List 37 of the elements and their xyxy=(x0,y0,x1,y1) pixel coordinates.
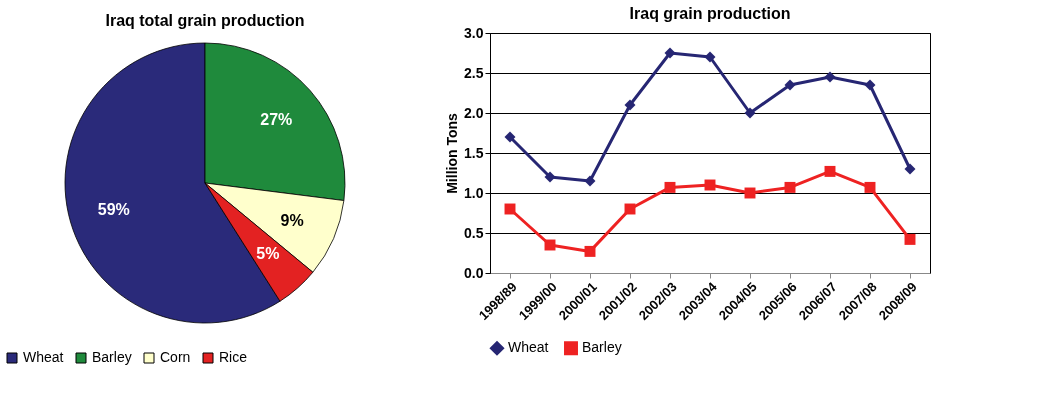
data-label: 5% xyxy=(256,245,280,263)
y-tick-label: 0.5 xyxy=(464,224,484,241)
point xyxy=(544,171,556,183)
y-tick-label: 0.0 xyxy=(464,264,484,281)
legend-label: Corn xyxy=(160,349,191,365)
data-label: 27% xyxy=(260,111,293,129)
point xyxy=(664,47,676,59)
point xyxy=(864,79,876,91)
point xyxy=(824,71,836,83)
point xyxy=(664,181,676,193)
point xyxy=(784,79,796,91)
point xyxy=(704,51,716,63)
point xyxy=(904,233,916,245)
point xyxy=(504,131,516,143)
point xyxy=(864,181,876,193)
point xyxy=(584,175,596,187)
y-tick-label: 2.5 xyxy=(464,64,484,81)
point xyxy=(744,107,756,119)
y-axis-title: Million Tons xyxy=(444,112,461,194)
y-tick-label: 1.0 xyxy=(464,184,484,201)
data-label: 9% xyxy=(280,211,304,229)
y-tick-label: 2.0 xyxy=(464,104,484,121)
point xyxy=(624,99,636,111)
legend-label: Rice xyxy=(219,349,248,365)
point xyxy=(784,181,796,193)
legend-label: Barley xyxy=(92,349,132,365)
legend-label: Wheat xyxy=(23,349,64,365)
y-tick-label: 3.0 xyxy=(464,24,484,41)
data-label: 59% xyxy=(97,200,130,218)
chart-title: Iraq total grain production xyxy=(105,12,305,29)
point xyxy=(584,245,596,257)
y-tick-label: 1.5 xyxy=(464,144,484,161)
point xyxy=(824,165,836,177)
point xyxy=(904,163,916,175)
legend-label: Wheat xyxy=(508,339,549,356)
legend-label: Barley xyxy=(582,339,622,356)
chart-title: Iraq grain production xyxy=(629,5,791,22)
